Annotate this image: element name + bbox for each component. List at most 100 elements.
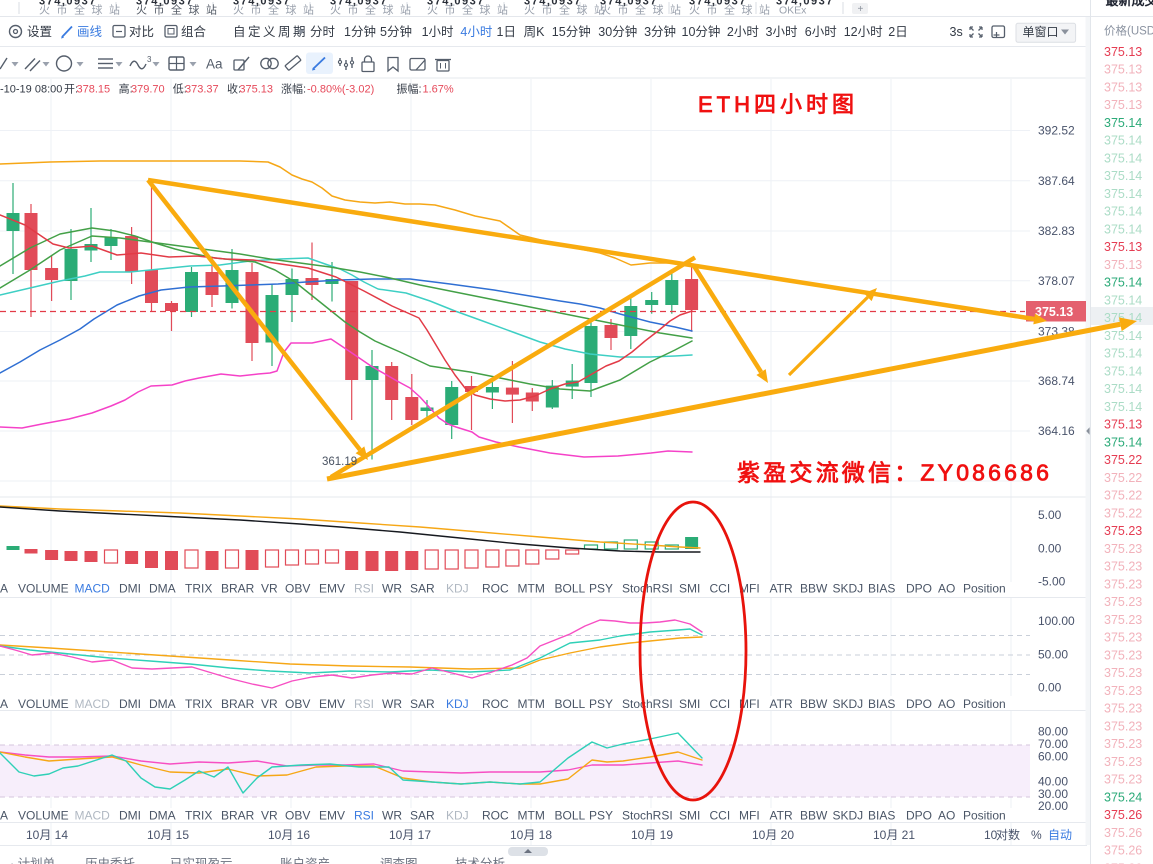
svg-text:VR: VR [261, 697, 278, 711]
svg-text:ROC: ROC [482, 697, 509, 711]
svg-text:Aa: Aa [206, 57, 223, 72]
svg-text:DPO: DPO [906, 809, 932, 823]
svg-text:1.67%: 1.67% [423, 84, 454, 96]
svg-text:火币全球站: 火币全球站 [427, 3, 515, 17]
svg-text:ROC: ROC [482, 582, 509, 596]
svg-text:PSY: PSY [589, 809, 613, 823]
svg-text:10: 10 [984, 828, 998, 842]
svg-text:ATR: ATR [770, 697, 793, 711]
svg-text:收:: 收: [227, 82, 241, 96]
svg-text:374,0937: 374,0937 [776, 0, 834, 8]
svg-text:375.22: 375.22 [1104, 489, 1142, 503]
svg-text:ATR: ATR [770, 809, 793, 823]
svg-text:Position: Position [963, 582, 1006, 596]
svg-text:80.00: 80.00 [1038, 725, 1068, 739]
svg-text:3小时: 3小时 [766, 25, 798, 39]
svg-text:361.19: 361.19 [322, 456, 357, 468]
svg-text:EMV: EMV [319, 809, 345, 823]
svg-text:调查图: 调查图 [380, 857, 418, 864]
svg-text:374,0937: 374,0937 [233, 0, 291, 8]
svg-text:设置: 设置 [27, 24, 52, 39]
svg-text:375.26: 375.26 [1104, 861, 1142, 864]
svg-text:BOLL: BOLL [555, 809, 586, 823]
svg-text:375.14: 375.14 [1104, 347, 1142, 361]
svg-text:3分钟: 3分钟 [644, 24, 676, 39]
svg-text:364.16: 364.16 [1038, 424, 1075, 438]
svg-text:375.13: 375.13 [1104, 240, 1142, 254]
svg-text:375.14: 375.14 [1104, 364, 1142, 378]
svg-text:375.14: 375.14 [1104, 134, 1142, 148]
svg-text:TRIX: TRIX [185, 809, 212, 823]
svg-text:账户资产: 账户资产 [280, 856, 330, 864]
svg-text:375.26: 375.26 [1104, 844, 1142, 858]
svg-text:0.00: 0.00 [1038, 681, 1062, 695]
svg-text:VOLUME: VOLUME [18, 809, 69, 823]
svg-text:OBV: OBV [285, 582, 310, 596]
svg-text:382.83: 382.83 [1038, 224, 1075, 238]
svg-text:0.00: 0.00 [1038, 542, 1062, 556]
svg-text:周K: 周K [524, 25, 546, 39]
svg-text:DMA: DMA [149, 809, 176, 823]
svg-text:TRIX: TRIX [185, 582, 212, 596]
svg-text:375.14: 375.14 [1104, 276, 1142, 290]
svg-text:375.22: 375.22 [1104, 506, 1142, 520]
svg-text:TRIX: TRIX [185, 697, 212, 711]
svg-text:StochRSI: StochRSI [622, 809, 673, 823]
svg-text:AO: AO [938, 582, 955, 596]
svg-text:-0.80%(-3.02): -0.80%(-3.02) [307, 84, 374, 96]
svg-text:DPO: DPO [906, 697, 932, 711]
svg-text:374,0937: 374,0937 [524, 0, 582, 8]
svg-text:StochRSI: StochRSI [622, 582, 673, 596]
svg-text:SAR: SAR [410, 809, 435, 823]
svg-text:Position: Position [963, 809, 1006, 823]
svg-text:375.23: 375.23 [1104, 755, 1142, 769]
svg-text:375.26: 375.26 [1104, 808, 1142, 822]
svg-text:373.37: 373.37 [185, 84, 219, 96]
svg-text:374,0937: 374,0937 [689, 0, 747, 8]
svg-text:涨幅:: 涨幅: [281, 83, 306, 96]
svg-text:已实现盈亏: 已实现盈亏 [170, 856, 233, 864]
svg-text:BOLL: BOLL [555, 582, 586, 596]
svg-text:375.13: 375.13 [1104, 98, 1142, 112]
svg-text:RSI: RSI [354, 809, 374, 823]
svg-text:375.23: 375.23 [1104, 524, 1142, 538]
svg-text:KDJ: KDJ [446, 582, 469, 596]
svg-text:StochRSI: StochRSI [622, 697, 673, 711]
svg-text:最新成交: 最新成交 [1106, 0, 1153, 8]
svg-text:5分钟: 5分钟 [380, 24, 412, 39]
svg-text:SMI: SMI [679, 697, 700, 711]
svg-text:10月 15: 10月 15 [147, 828, 189, 842]
svg-text:374,0937: 374,0937 [136, 0, 194, 8]
svg-text:ROC: ROC [482, 809, 509, 823]
svg-text:MTM: MTM [518, 697, 545, 711]
svg-text:375.14: 375.14 [1104, 116, 1142, 130]
svg-text:10月 21: 10月 21 [873, 828, 915, 842]
svg-text:375.14: 375.14 [1104, 222, 1142, 236]
svg-text:20.00: 20.00 [1038, 799, 1068, 813]
svg-text:MACD: MACD [75, 582, 111, 596]
svg-text:KDJ: KDJ [446, 697, 469, 711]
svg-text:100.00: 100.00 [1038, 614, 1075, 628]
svg-text:1小时: 1小时 [422, 25, 454, 39]
svg-text:BOLL: BOLL [555, 697, 586, 711]
svg-text:10月 18: 10月 18 [510, 828, 552, 842]
svg-text:378.07: 378.07 [1038, 274, 1075, 288]
svg-text:375.13: 375.13 [239, 84, 273, 96]
svg-text:SKDJ: SKDJ [833, 697, 864, 711]
svg-text:SMI: SMI [679, 582, 700, 596]
svg-text:375.13: 375.13 [1104, 418, 1142, 432]
svg-text:375.22: 375.22 [1104, 453, 1142, 467]
svg-text:375.14: 375.14 [1104, 293, 1142, 307]
svg-text:3: 3 [147, 55, 152, 64]
svg-text:6小时: 6小时 [805, 25, 837, 39]
svg-text:VR: VR [261, 809, 278, 823]
svg-text:10月 17: 10月 17 [389, 828, 431, 842]
svg-text:1分钟: 1分钟 [344, 24, 376, 39]
svg-text:组合: 组合 [181, 24, 207, 39]
svg-text:BRAR: BRAR [221, 582, 255, 596]
svg-text:火币全球站: 火币全球站 [136, 3, 224, 17]
svg-text:A: A [0, 809, 8, 823]
svg-text:375.26: 375.26 [1104, 826, 1142, 840]
svg-text:10月 19: 10月 19 [631, 828, 673, 842]
svg-text:BRAR: BRAR [221, 697, 255, 711]
